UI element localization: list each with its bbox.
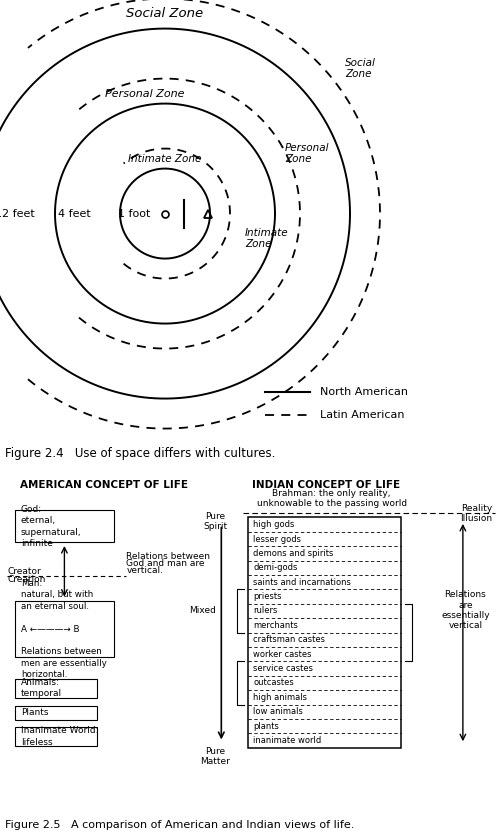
- Text: Creation: Creation: [8, 575, 46, 584]
- Text: 12 feet: 12 feet: [0, 208, 34, 218]
- Text: Reality: Reality: [462, 504, 492, 513]
- Text: merchants: merchants: [254, 621, 298, 630]
- Bar: [248, 517, 401, 748]
- Text: God:
eternal,
supernatural,
infinite: God: eternal, supernatural, infinite: [21, 505, 82, 548]
- Bar: [15, 706, 96, 720]
- Text: Relations
are
essentially
vertical: Relations are essentially vertical: [441, 591, 490, 630]
- Text: Social Zone: Social Zone: [126, 7, 204, 20]
- Text: Relations between: Relations between: [126, 552, 210, 561]
- Text: God and man are: God and man are: [126, 559, 205, 569]
- Text: 1 foot: 1 foot: [118, 208, 150, 218]
- Text: Inanimate World:
lifeless: Inanimate World: lifeless: [21, 727, 98, 747]
- Text: priests: priests: [254, 592, 282, 601]
- Text: Intimate Zone: Intimate Zone: [128, 154, 202, 164]
- Text: Intimate
Zone: Intimate Zone: [245, 228, 288, 249]
- Text: lesser gods: lesser gods: [254, 534, 302, 543]
- Text: Social
Zone: Social Zone: [345, 58, 376, 79]
- Text: high animals: high animals: [254, 693, 308, 702]
- Text: AMERICAN CONCEPT OF LIFE: AMERICAN CONCEPT OF LIFE: [20, 480, 188, 490]
- Text: INDIAN CONCEPT OF LIFE: INDIAN CONCEPT OF LIFE: [252, 480, 400, 490]
- Text: Pure
Spirit: Pure Spirit: [204, 512, 228, 532]
- Text: Personal
Zone: Personal Zone: [285, 143, 330, 165]
- Text: Mixed: Mixed: [190, 606, 216, 616]
- Text: saints and incarnations: saints and incarnations: [254, 578, 352, 586]
- Text: worker castes: worker castes: [254, 649, 312, 659]
- Text: demons and spirits: demons and spirits: [254, 549, 334, 558]
- Text: Personal Zone: Personal Zone: [106, 88, 185, 98]
- Text: Pure
Matter: Pure Matter: [200, 747, 230, 766]
- Text: rulers: rulers: [254, 606, 278, 616]
- Text: Man:
natural, but with
an eternal soul.

A ←———→ B

Relations between
men are es: Man: natural, but with an eternal soul. …: [21, 579, 106, 680]
- Text: Animals:
temporal: Animals: temporal: [21, 678, 62, 699]
- Text: Latin American: Latin American: [320, 410, 404, 420]
- Text: plants: plants: [254, 722, 280, 731]
- Text: inanimate world: inanimate world: [254, 736, 322, 745]
- Text: Figure 2.5   A comparison of American and Indian views of life.: Figure 2.5 A comparison of American and …: [5, 820, 354, 830]
- Text: demi-gods: demi-gods: [254, 564, 298, 572]
- Text: service castes: service castes: [254, 664, 314, 673]
- Text: Brahman: the only reality,
unknowable to the passing world: Brahman: the only reality, unknowable to…: [256, 489, 407, 508]
- Bar: [15, 727, 96, 746]
- Bar: [15, 679, 96, 698]
- Text: 4 feet: 4 feet: [58, 208, 90, 218]
- Text: high gods: high gods: [254, 520, 295, 529]
- Text: North American: North American: [320, 386, 408, 396]
- Text: outcastes: outcastes: [254, 679, 294, 687]
- Text: low animals: low animals: [254, 707, 304, 717]
- Text: Figure 2.4   Use of space differs with cultures.: Figure 2.4 Use of space differs with cul…: [5, 448, 276, 460]
- Text: Creator: Creator: [8, 567, 41, 576]
- Bar: [15, 601, 114, 657]
- Text: vertical.: vertical.: [126, 566, 164, 575]
- Text: craftsman castes: craftsman castes: [254, 635, 326, 644]
- Text: Plants: Plants: [21, 708, 48, 717]
- Bar: [15, 510, 114, 543]
- Text: Illusion: Illusion: [460, 513, 492, 522]
